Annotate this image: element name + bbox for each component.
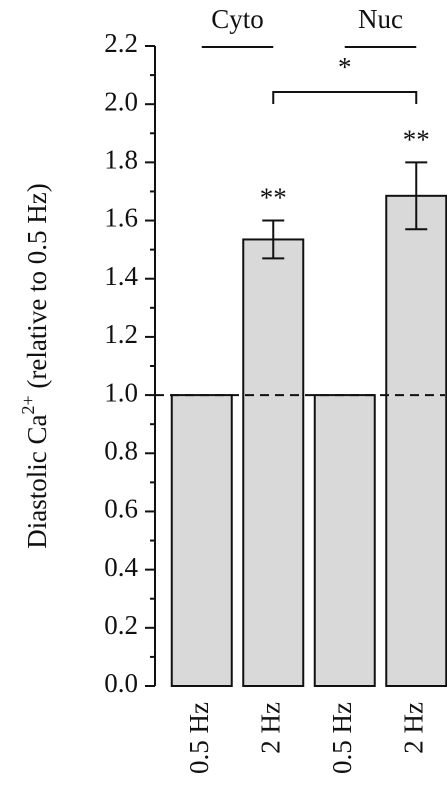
y-tick-label: 1.0 xyxy=(104,377,138,407)
y-label-main: Diastolic Ca xyxy=(22,415,52,549)
y-tick-label: 2.0 xyxy=(104,86,138,116)
y-tick-label: 1.4 xyxy=(104,261,138,291)
comparison-bracket xyxy=(272,91,418,104)
bar xyxy=(313,394,376,687)
x-tick-label: 2 Hz xyxy=(398,702,428,754)
y-axis-label: Diastolic Ca2+ (relative to 0.5 Hz) xyxy=(18,183,52,549)
group-label: Nuc xyxy=(358,4,403,34)
group-label: Cyto xyxy=(211,4,264,34)
significance-label: ** xyxy=(260,183,287,213)
y-tick-label: 1.6 xyxy=(104,203,138,233)
comparison-label: * xyxy=(338,52,352,82)
y-tick-label: 0.4 xyxy=(104,552,138,582)
y-tick-label: 0.2 xyxy=(104,610,138,640)
x-tick-label: 0.5 Hz xyxy=(327,702,357,774)
bar xyxy=(170,394,233,687)
x-tick-label: 0.5 Hz xyxy=(184,702,214,774)
x-tick-label: 2 Hz xyxy=(255,702,285,754)
significance-label: ** xyxy=(403,125,430,155)
y-label-end: (relative to 0.5 Hz) xyxy=(22,183,52,395)
y-tick-label: 2.2 xyxy=(104,28,138,58)
y-label-sup: 2+ xyxy=(18,395,38,414)
y-tick-label: 0.6 xyxy=(104,494,138,524)
y-tick-label: 1.8 xyxy=(104,145,138,175)
y-tick-label: 0.0 xyxy=(104,668,138,698)
bar xyxy=(242,238,305,687)
bar xyxy=(385,194,447,687)
y-tick-label: 0.8 xyxy=(104,435,138,465)
y-tick-label: 1.2 xyxy=(104,319,138,349)
